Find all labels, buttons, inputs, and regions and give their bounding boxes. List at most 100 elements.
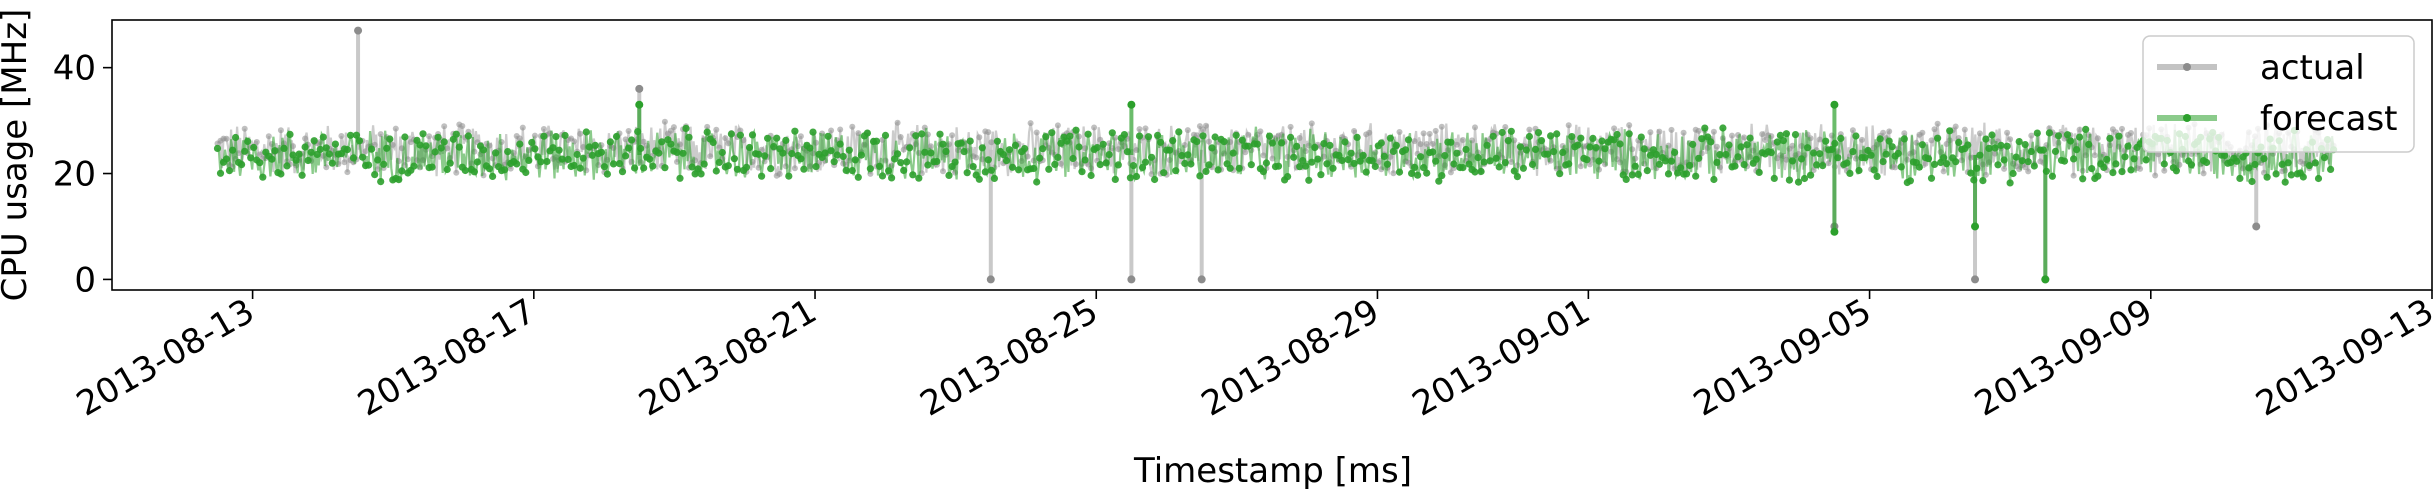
data-point — [395, 176, 403, 184]
data-point — [981, 168, 989, 176]
data-point — [349, 154, 358, 162]
data-point — [906, 144, 914, 152]
data-point — [612, 132, 621, 141]
data-point — [2161, 167, 2168, 174]
data-point — [1073, 161, 1079, 168]
data-point — [1247, 161, 1255, 169]
data-point — [1244, 142, 1252, 150]
spike-point — [1971, 222, 1980, 231]
data-point — [1093, 144, 1101, 152]
data-point — [1453, 149, 1461, 157]
data-point — [1713, 143, 1720, 150]
data-point — [1157, 138, 1165, 146]
data-point — [1804, 144, 1812, 152]
data-point — [742, 163, 751, 171]
data-point — [1326, 141, 1334, 149]
data-point — [1268, 139, 1277, 147]
data-point — [707, 153, 714, 160]
data-point — [833, 151, 841, 159]
data-point — [755, 150, 763, 158]
data-point — [824, 132, 832, 140]
data-point — [531, 132, 538, 139]
data-point — [1206, 138, 1212, 145]
data-point — [1205, 161, 1213, 169]
data-point — [897, 134, 904, 140]
data-point — [821, 149, 829, 157]
data-point — [1450, 160, 1458, 168]
data-point — [1417, 141, 1424, 148]
data-point — [1565, 160, 1573, 168]
data-point — [2000, 156, 2008, 164]
data-point — [383, 144, 391, 152]
data-point — [1054, 153, 1062, 161]
data-point — [1048, 129, 1056, 137]
data-point — [1395, 168, 1404, 176]
data-point — [1329, 164, 1337, 172]
series-forecast — [213, 100, 2338, 284]
data-point — [851, 156, 859, 164]
data-point — [973, 154, 980, 161]
data-point — [552, 133, 560, 141]
data-point — [1203, 122, 1209, 129]
data-point — [2109, 169, 2117, 177]
data-point — [1483, 141, 1491, 149]
spike-point — [1127, 275, 1136, 284]
data-point — [1432, 157, 1440, 165]
data-point — [2067, 137, 2075, 145]
data-point — [1882, 150, 1890, 158]
data-point — [2028, 132, 2035, 139]
data-point — [1544, 150, 1552, 158]
data-point — [1317, 171, 1325, 179]
data-point — [1474, 154, 1482, 162]
data-point — [1072, 126, 1080, 134]
data-point — [2233, 157, 2241, 165]
data-point — [1265, 132, 1274, 140]
data-point — [1075, 143, 1083, 151]
axes-frame — [111, 19, 2433, 291]
data-point — [1447, 169, 1454, 176]
data-point — [1695, 127, 1702, 134]
data-point — [764, 134, 772, 142]
data-point — [380, 160, 388, 168]
data-point — [2048, 172, 2056, 180]
data-point — [241, 147, 249, 155]
data-point — [1021, 145, 1029, 153]
data-point — [1922, 160, 1929, 167]
data-point — [704, 123, 711, 130]
data-point — [800, 165, 808, 173]
data-point — [1423, 141, 1430, 147]
data-point — [1870, 166, 1878, 174]
data-point — [791, 127, 799, 135]
data-point — [2248, 177, 2256, 186]
data-point — [549, 144, 557, 152]
data-point — [1946, 127, 1954, 135]
data-point — [455, 143, 463, 151]
data-point — [622, 136, 629, 143]
data-point — [344, 169, 351, 176]
data-point — [295, 150, 303, 158]
data-point — [2260, 155, 2268, 163]
data-point — [1287, 123, 1294, 130]
y-tick-label: 20 — [53, 155, 96, 195]
data-point — [2001, 165, 2008, 172]
legend-actual-label: actual — [2260, 48, 2365, 88]
data-point — [316, 145, 324, 153]
data-point — [1979, 177, 1987, 185]
data-point — [1759, 131, 1766, 138]
y-tick-label: 40 — [53, 49, 96, 89]
data-point — [1033, 178, 1041, 186]
data-point — [2172, 167, 2180, 175]
data-point — [301, 143, 309, 151]
data-point — [392, 125, 399, 132]
data-point — [1734, 153, 1742, 161]
data-point — [1553, 130, 1561, 138]
data-point — [377, 178, 385, 186]
data-point — [600, 163, 609, 171]
data-point — [1411, 138, 1418, 145]
data-point — [2305, 162, 2313, 170]
data-point — [716, 144, 723, 151]
data-point — [247, 154, 255, 162]
data-point — [325, 150, 333, 158]
data-point — [1099, 140, 1107, 148]
data-point — [561, 131, 569, 140]
